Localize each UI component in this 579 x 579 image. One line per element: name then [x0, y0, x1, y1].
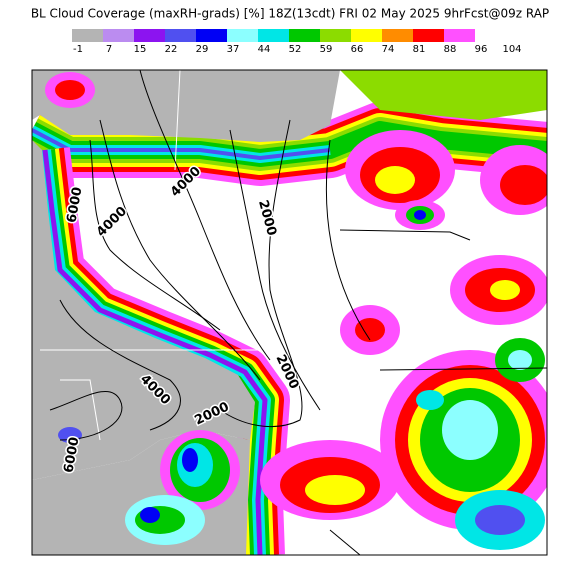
gray-region-top: [32, 70, 340, 142]
colorbar-swatch: [258, 29, 289, 42]
colorbar-label: 52: [289, 44, 302, 55]
colorbar-swatch: [351, 29, 382, 42]
state-boundaries: [40, 70, 547, 555]
cloud-patches-bottom-left: [45, 72, 240, 545]
colorbar-label: 7: [106, 44, 112, 55]
colorbar-swatch: [475, 29, 506, 42]
colorbar-label: 88: [444, 44, 457, 55]
colorbar-swatch: [227, 29, 258, 42]
colorbar-swatch: [165, 29, 196, 42]
colorbar-label: -1: [73, 44, 83, 55]
colorbar-swatch: [196, 29, 227, 42]
colorbar-swatch: [413, 29, 444, 42]
colorbar-swatch: [320, 29, 351, 42]
colorbar-label: 104: [502, 44, 521, 55]
colorbar-label: 44: [258, 44, 271, 55]
map-frame: [31, 69, 548, 556]
colorbar-label: 15: [134, 44, 147, 55]
colorbar-swatch: [103, 29, 134, 42]
cloud-band-left: [32, 147, 290, 555]
contour-label: 6000: [64, 186, 85, 224]
map: 6000 4000 4000 2000 2000 4000 2000 6000: [32, 70, 547, 555]
title: BL Cloud Coverage (maxRH-grads) [%] 18Z(…: [31, 7, 549, 21]
green-region-top: [340, 70, 547, 120]
colorbar-swatch: [382, 29, 413, 42]
colorbar-label: 74: [382, 44, 395, 55]
colorbar-swatch: [72, 29, 103, 42]
colorbar-label: 96: [475, 44, 488, 55]
colorbar-label: 66: [351, 44, 364, 55]
colorbar-swatch: [289, 29, 320, 42]
colorbar-swatch: [444, 29, 475, 42]
colorbar-swatch: [134, 29, 165, 42]
height-contours: [49, 70, 371, 441]
cloud-patches-right: [260, 130, 547, 550]
colorbar-label: 22: [165, 44, 178, 55]
colorbar-label: 59: [320, 44, 333, 55]
colorbar-label: 81: [413, 44, 426, 55]
colorbar: -1 7 15 22 29 37 44 52 59 66 74 81 88 96 104: [72, 29, 522, 55]
colorbar-label: 29: [196, 44, 209, 55]
colorbar-label: 37: [227, 44, 240, 55]
